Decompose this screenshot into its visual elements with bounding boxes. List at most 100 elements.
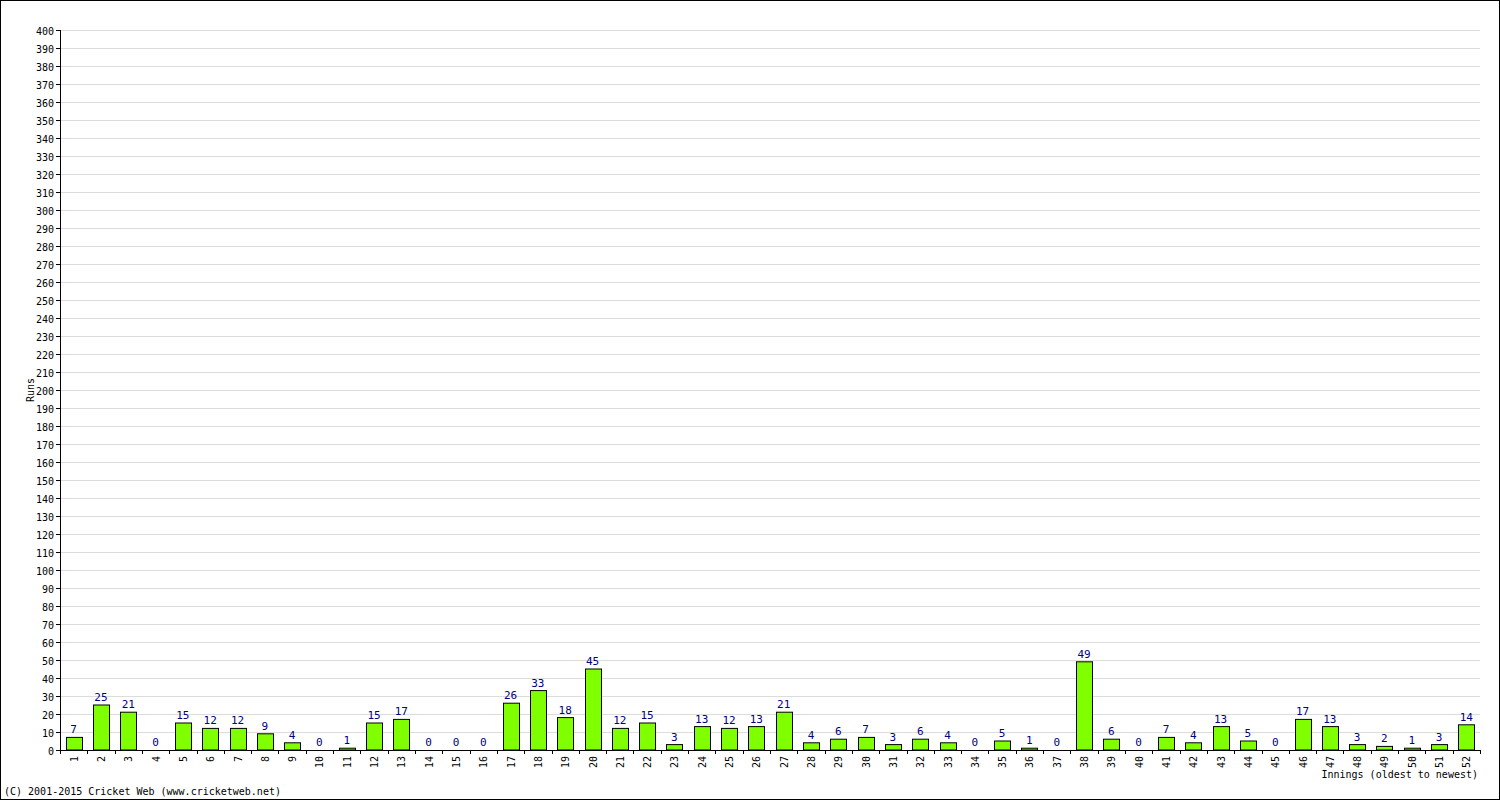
- bar: [586, 669, 602, 750]
- bar: [1050, 750, 1066, 751]
- bar: [285, 743, 301, 750]
- x-tick-label: 34: [970, 756, 981, 768]
- grid-line: [60, 318, 1480, 319]
- data-label: 1: [1408, 734, 1415, 747]
- x-tick-label: 20: [588, 756, 599, 768]
- x-tick-label: 21: [615, 756, 626, 768]
- data-label: 12: [204, 714, 217, 727]
- y-tick-label: 280: [36, 242, 54, 253]
- grid-line: [60, 714, 1480, 715]
- data-label: 14: [1460, 711, 1474, 724]
- x-tick-label: 23: [669, 756, 680, 768]
- data-label: 12: [231, 714, 244, 727]
- x-tick-label: 13: [396, 756, 407, 768]
- bar: [449, 750, 465, 751]
- data-label: 7: [862, 723, 869, 736]
- data-label: 13: [1214, 713, 1227, 726]
- x-tick-label: 17: [506, 756, 517, 768]
- y-tick: [56, 336, 60, 337]
- y-tick: [56, 156, 60, 157]
- y-tick-label: 140: [36, 494, 54, 505]
- grid-line: [60, 588, 1480, 589]
- y-tick-label: 380: [36, 62, 54, 73]
- grid-line: [60, 120, 1480, 121]
- bars: [67, 662, 1475, 750]
- x-tick-label: 43: [1216, 756, 1227, 768]
- x-tick-label: 19: [560, 756, 571, 768]
- data-label: 17: [1296, 705, 1309, 718]
- y-tick-label: 310: [36, 188, 54, 199]
- bar: [1186, 743, 1202, 750]
- x-tick-label: 12: [369, 756, 380, 768]
- bar: [94, 705, 110, 750]
- y-tick: [56, 444, 60, 445]
- y-tick: [56, 246, 60, 247]
- data-label: 3: [671, 731, 678, 744]
- y-tick: [56, 318, 60, 319]
- y-tick-label: 320: [36, 170, 54, 181]
- y-tick-label: 70: [42, 620, 54, 631]
- y-tick-label: 240: [36, 314, 54, 325]
- grid-line: [60, 570, 1480, 571]
- y-tick-label: 390: [36, 44, 54, 55]
- bar: [476, 750, 492, 751]
- x-tick-label: 1: [69, 756, 80, 762]
- x-tick-label: 8: [260, 756, 271, 762]
- data-label: 21: [777, 698, 790, 711]
- grid-line: [60, 84, 1480, 85]
- x-tick-label: 22: [642, 756, 653, 768]
- y-tick-label: 40: [42, 674, 54, 685]
- grid-line: [60, 642, 1480, 643]
- y-tick-label: 190: [36, 404, 54, 415]
- x-tick-label: 49: [1379, 756, 1390, 768]
- bar: [203, 728, 219, 750]
- x-tick-label: 5: [178, 756, 189, 762]
- x-tick-label: 52: [1461, 756, 1472, 768]
- grid-line: [60, 156, 1480, 157]
- grid-line: [60, 102, 1480, 103]
- y-tick: [56, 102, 60, 103]
- y-tick-label: 110: [36, 548, 54, 559]
- y-tick-label: 50: [42, 656, 54, 667]
- y-tick: [56, 552, 60, 553]
- y-tick: [56, 264, 60, 265]
- grid-line: [60, 462, 1480, 463]
- data-label: 1: [343, 734, 350, 747]
- x-tick-label: 9: [287, 756, 298, 762]
- y-tick-label: 400: [36, 26, 54, 37]
- y-tick-label: 220: [36, 350, 54, 361]
- y-tick-label: 180: [36, 422, 54, 433]
- data-label: 13: [695, 713, 708, 726]
- x-tick-label: 25: [724, 756, 735, 768]
- bar: [640, 723, 656, 750]
- bar: [504, 703, 520, 750]
- data-label: 7: [1163, 723, 1170, 736]
- bar: [258, 734, 274, 750]
- x-tick-label: 16: [478, 756, 489, 768]
- data-label: 49: [1077, 648, 1090, 661]
- y-tick: [56, 30, 60, 31]
- x-tick: [1480, 750, 1481, 754]
- y-tick-label: 60: [42, 638, 54, 649]
- data-label: 13: [1323, 713, 1336, 726]
- y-tick: [56, 534, 60, 535]
- grid-line: [60, 66, 1480, 67]
- x-tick-label: 11: [342, 756, 353, 768]
- x-tick-label: 31: [888, 756, 899, 768]
- grid-line: [60, 282, 1480, 283]
- bar: [176, 723, 192, 750]
- data-label: 12: [722, 714, 735, 727]
- bar: [722, 728, 738, 750]
- data-label: 18: [559, 704, 572, 717]
- x-tick-label: 42: [1188, 756, 1199, 768]
- data-label: 17: [395, 705, 408, 718]
- bar: [1159, 737, 1175, 750]
- y-tick: [56, 120, 60, 121]
- data-label: 0: [480, 736, 487, 749]
- y-tick: [56, 642, 60, 643]
- x-tick-label: 39: [1106, 756, 1117, 768]
- y-tick: [56, 606, 60, 607]
- data-label: 13: [750, 713, 763, 726]
- y-tick-label: 340: [36, 134, 54, 145]
- y-tick: [56, 174, 60, 175]
